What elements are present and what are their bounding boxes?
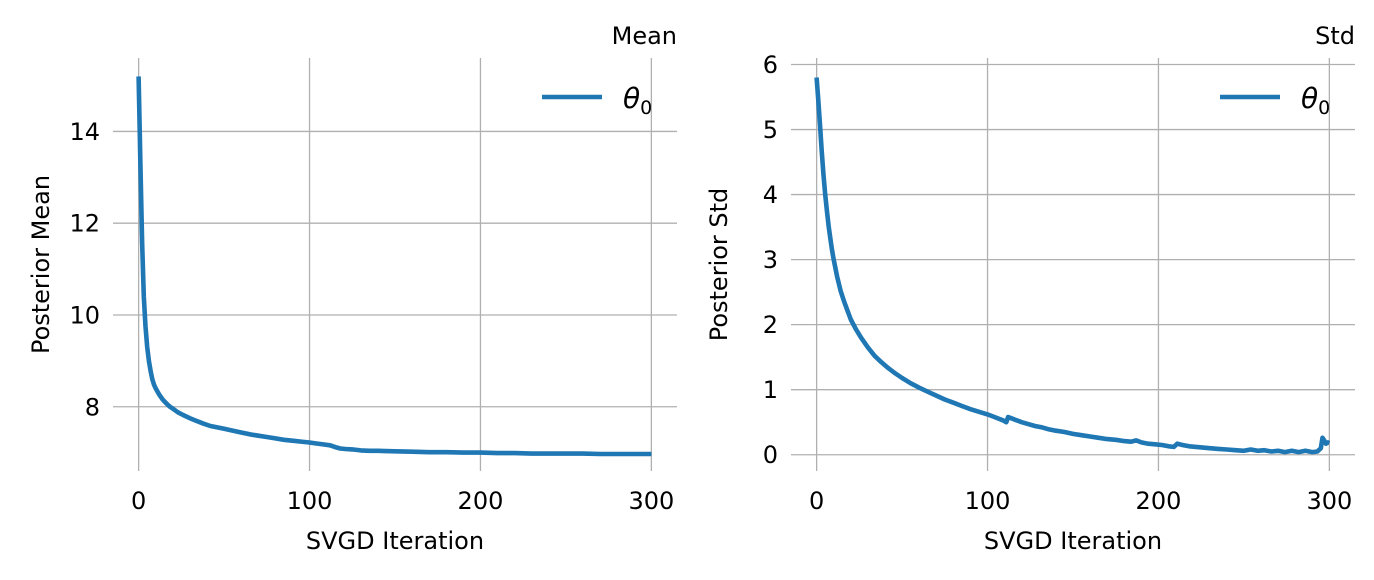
x-tick-label: 300 — [628, 487, 674, 515]
x-tick-label: 300 — [1306, 487, 1352, 515]
chart-title: Mean — [612, 22, 677, 50]
y-axis-label: Posterior Mean — [27, 175, 55, 354]
x-tick-label: 100 — [287, 487, 333, 515]
y-tick-label: 0 — [763, 441, 778, 469]
y-tick-label: 10 — [69, 301, 100, 329]
mean-chart: 0 100 200 300 8 10 12 14 SVGD Iteration Posterior… — [27, 22, 677, 555]
legend-label: θ0 — [1301, 82, 1330, 119]
x-tick-label: 0 — [131, 487, 146, 515]
y-tick-label: 5 — [763, 116, 778, 144]
y-tick-label: 14 — [69, 118, 100, 146]
y-tick-label: 2 — [763, 311, 778, 339]
y-tick-label: 1 — [763, 376, 778, 404]
x-axis-label: SVGD Iteration — [306, 527, 484, 555]
y-tick-label: 6 — [763, 51, 778, 79]
std-chart: 0 100 200 300 0 1 2 3 4 5 6 SVGD Iteration Posterior… — [705, 22, 1355, 555]
x-tick-label: 0 — [809, 487, 824, 515]
x-tick-label: 100 — [965, 487, 1011, 515]
series-line — [136, 76, 652, 457]
y-tick-label: 3 — [763, 246, 778, 274]
y-tick-label: 8 — [85, 393, 100, 421]
x-tick-label: 200 — [458, 487, 504, 515]
y-axis-label: Posterior Std — [705, 188, 733, 342]
y-tick-label: 12 — [69, 210, 100, 238]
chart-title: Std — [1315, 22, 1355, 50]
x-axis-label: SVGD Iteration — [984, 527, 1162, 555]
y-tick-label: 4 — [763, 181, 778, 209]
series-line — [814, 77, 1331, 455]
x-tick-label: 200 — [1136, 487, 1182, 515]
legend-label: θ0 — [623, 82, 652, 119]
